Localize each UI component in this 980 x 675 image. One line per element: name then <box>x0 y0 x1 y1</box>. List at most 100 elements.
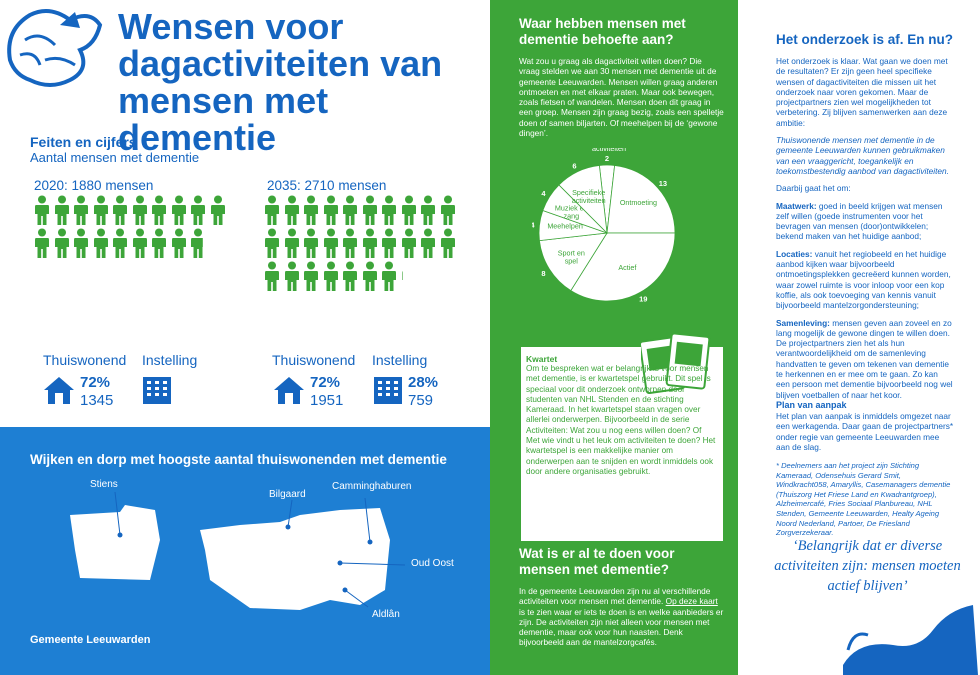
person-icon <box>420 195 436 230</box>
research-paragraph: Het onderzoek is klaar. Wat gaan we doen… <box>776 56 948 128</box>
people-grid-2035 <box>264 195 464 325</box>
research-heading: Het onderzoek is af. En nu? <box>776 32 954 47</box>
person-icon <box>342 195 358 230</box>
building-icon <box>374 377 402 404</box>
plan-body: Het plan van aanpak is inmiddels omgezet… <box>776 411 954 452</box>
map-heading: Wijken en dorp met hoogste aantal thuisw… <box>30 452 447 467</box>
research-body: Het onderzoek is klaar. Wat gaan we doen… <box>776 56 954 407</box>
needs-heading: Waar hebben mensen met dementie behoefte… <box>519 16 686 47</box>
person-icon <box>151 228 167 263</box>
pie-value-label: 13 <box>659 179 667 188</box>
person-icon <box>264 195 280 230</box>
person-icon <box>362 228 378 263</box>
pie-category-label: Muziek en zang <box>555 204 588 221</box>
facts-subheading: Aantal mensen met dementie <box>30 150 200 165</box>
person-icon <box>362 261 378 296</box>
todo-body-before: In de gemeente Leeuwarden zijn nu al ver… <box>519 586 711 607</box>
todo-body: In de gemeente Leeuwarden zijn nu al ver… <box>519 586 724 648</box>
pie-value-label: 8 <box>541 269 545 278</box>
plan-heading: Plan van aanpak <box>776 400 847 410</box>
person-icon <box>342 228 358 263</box>
person-icon <box>190 228 206 263</box>
person-icon <box>440 228 456 263</box>
pie-category-label: Ontmoeting <box>620 198 657 207</box>
pie-value-label: 4 <box>532 221 535 230</box>
person-icon <box>381 261 397 296</box>
instelling-2035-pct: 28% <box>408 374 439 391</box>
person-icon <box>323 228 339 263</box>
todo-body-after: is te zien waar er iets te doen is en we… <box>519 606 724 648</box>
person-icon <box>93 195 109 230</box>
district-map <box>70 491 406 610</box>
pie-category-label: Sport en spel <box>558 248 585 265</box>
thuiswonend-2020-num: 1345 <box>80 392 114 409</box>
playing-cards-icon <box>641 333 711 395</box>
person-icon <box>323 261 339 296</box>
person-icon <box>420 228 436 263</box>
instelling-2035-num: 759 <box>408 392 434 409</box>
person-icon <box>34 228 50 263</box>
map-label-aldlan: Aldlân <box>372 609 400 620</box>
pie-slice <box>558 164 608 235</box>
person-icon <box>440 195 456 230</box>
map-label-bilgaard: Bilgaard <box>269 489 306 500</box>
item-term: Locaties: <box>776 248 813 259</box>
kwartet-title: Kwartet <box>526 354 558 364</box>
instelling-2035-label: Instelling <box>372 352 428 368</box>
person-icon <box>73 195 89 230</box>
building-icon <box>143 377 171 404</box>
person-icon <box>323 195 339 230</box>
facts-heading: Feiten en cijfers <box>30 134 137 150</box>
research-intro: Daarbij gaat het om: <box>776 183 851 194</box>
person-icon <box>342 261 358 296</box>
house-icon <box>274 377 304 404</box>
person-icon <box>132 228 148 263</box>
pie-value-label: 2 <box>605 154 609 163</box>
research-ambition: Thuiswonende mensen met dementie in de g… <box>776 135 949 176</box>
map-label-stiens: Stiens <box>90 479 118 490</box>
person-icon <box>381 195 397 230</box>
person-icon <box>303 195 319 230</box>
pie-value-label: 6 <box>572 161 576 170</box>
research-item-samenleving: Samenleving: mensen geven aan zoveel en … <box>776 318 954 400</box>
year-2035-label: 2035: 2710 mensen <box>267 178 387 193</box>
pie-slice <box>538 232 608 292</box>
needs-body: Wat zou u graag als dagactiviteit willen… <box>519 56 724 139</box>
person-icon <box>362 195 378 230</box>
page-title: Wensen voor dagactiviteiten van mensen m… <box>118 6 443 158</box>
person-icon <box>132 195 148 230</box>
pie-slice <box>606 164 676 234</box>
thuiswonend-2020-label: Thuiswonend <box>43 352 127 368</box>
map-label-camminghaburen: Camminghaburen <box>332 481 412 492</box>
thuiswonend-2035-label: Thuiswonend <box>272 352 356 368</box>
person-icon <box>190 195 206 230</box>
research-item-maatwerk: Maatwerk: goed in beeld krijgen wat mens… <box>776 201 954 242</box>
pie-slice <box>570 232 676 302</box>
right-panel <box>738 0 980 675</box>
person-icon <box>401 228 417 263</box>
person-icon <box>264 261 280 296</box>
person-icon <box>112 228 128 263</box>
person-icon <box>264 228 280 263</box>
person-icon <box>303 228 319 263</box>
kwartet-text: Om te bespreken wat er belangrijk is voo… <box>526 364 716 476</box>
person-icon <box>34 195 50 230</box>
person-icon <box>401 261 417 296</box>
person-icon <box>54 195 70 230</box>
person-icon <box>284 228 300 263</box>
person-icon <box>93 228 109 263</box>
instelling-2020-label: Instelling <box>142 352 198 368</box>
todo-heading: Wat is er al te doen voor mensen met dem… <box>519 546 675 577</box>
item-text: vanuit het regiobeeld en het huidige aan… <box>776 248 951 311</box>
map-link[interactable]: Op deze kaart <box>665 596 718 607</box>
person-icon <box>401 195 417 230</box>
person-icon <box>171 228 187 263</box>
year-2020-label: 2020: 1880 mensen <box>34 178 154 193</box>
pie-category-label: Actief <box>618 263 636 272</box>
pie-category-label: Specifieke activiteiten <box>572 188 606 205</box>
pie-category-label: Meehelpen <box>547 221 583 230</box>
lion-tail-icon <box>843 605 978 675</box>
person-icon <box>151 195 167 230</box>
lion-logo-icon <box>7 9 103 87</box>
person-icon <box>284 195 300 230</box>
